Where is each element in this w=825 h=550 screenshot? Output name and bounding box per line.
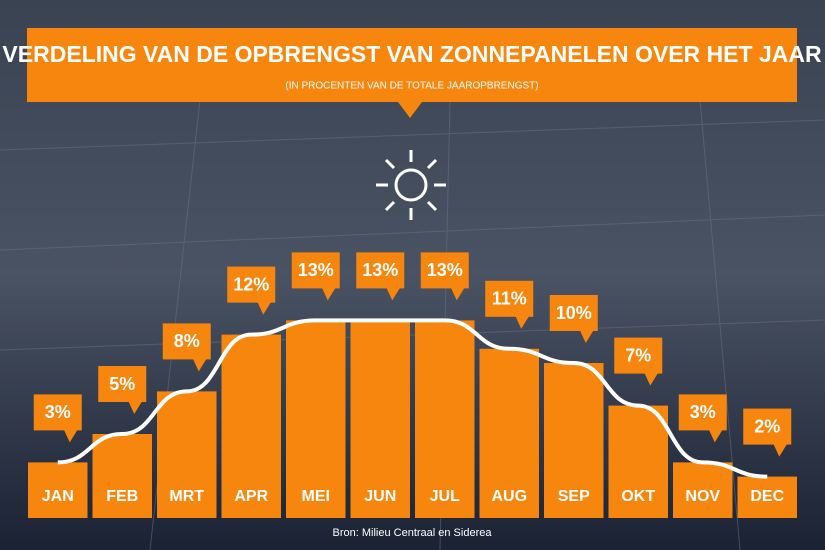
label-pointer (708, 429, 723, 443)
label-pointer (192, 358, 207, 372)
bar (608, 405, 668, 518)
data-label: 13% (298, 260, 334, 280)
label-pointer (644, 372, 659, 386)
label-pointer (321, 287, 336, 301)
x-tick-label: MEI (302, 488, 330, 505)
data-label: 3% (690, 402, 716, 422)
bar (28, 462, 88, 518)
chart-subtitle: (IN PROCENTEN VAN DE TOTALE JAAROPBRENGS… (285, 81, 538, 92)
label-box (356, 252, 405, 289)
source: Bron: Milieu Centraal en Siderea (333, 527, 493, 539)
x-tick-label: SEP (558, 488, 590, 505)
sun-icon (376, 150, 446, 220)
x-tick-label: OKT (621, 488, 655, 505)
x-tick-label: JAN (42, 488, 74, 505)
bar (737, 476, 797, 518)
data-label: 8% (174, 331, 200, 351)
label-box (291, 252, 340, 289)
x-tick-label: MRT (169, 488, 204, 505)
label-pointer (128, 401, 143, 414)
data-label: 7% (625, 345, 651, 365)
label-box (98, 366, 147, 402)
data-label: 13% (362, 260, 398, 280)
label-box (33, 394, 82, 431)
label-box (485, 280, 534, 317)
title-box (27, 28, 797, 102)
bar (544, 363, 604, 518)
label-pointer (773, 443, 788, 457)
bar (221, 334, 281, 518)
title-pointer (398, 102, 422, 118)
x-tick-label: JUL (430, 488, 460, 505)
label-pointer (450, 287, 465, 301)
bar (92, 434, 152, 518)
chart-title: VERDELING VAN DE OPBRENGST VAN ZONNEPANE… (2, 41, 822, 67)
label-box (614, 337, 663, 374)
x-tick-label: DEC (750, 488, 784, 505)
trend-line (57, 318, 768, 479)
x-tick-label: FEB (106, 488, 138, 505)
x-tick-label: NOV (685, 488, 720, 505)
bar (350, 320, 410, 518)
label-pointer (579, 330, 594, 343)
data-label: 2% (754, 416, 780, 436)
label-box (162, 323, 211, 360)
panel-lines (0, 99, 825, 550)
bar (286, 320, 346, 518)
x-tick-label: JUN (364, 488, 396, 505)
x-tick-label: APR (234, 488, 268, 505)
data-label: 12% (233, 274, 269, 294)
label-pointer (63, 429, 78, 443)
label-pointer (515, 315, 530, 329)
label-pointer (257, 301, 272, 315)
bar (673, 462, 733, 518)
data-label: 3% (45, 402, 71, 422)
data-label: 5% (109, 374, 135, 394)
bar (479, 348, 539, 518)
label-box (678, 394, 727, 431)
data-label: 11% (492, 289, 527, 309)
label-box (227, 266, 276, 303)
x-tick-label: AUG (491, 488, 527, 505)
label-box (549, 295, 598, 331)
label-pointer (386, 287, 401, 301)
bar (415, 320, 475, 518)
bar (157, 391, 217, 518)
data-label: 13% (427, 260, 463, 280)
label-box (743, 408, 792, 445)
label-box (420, 252, 469, 289)
data-label: 10% (556, 303, 592, 323)
